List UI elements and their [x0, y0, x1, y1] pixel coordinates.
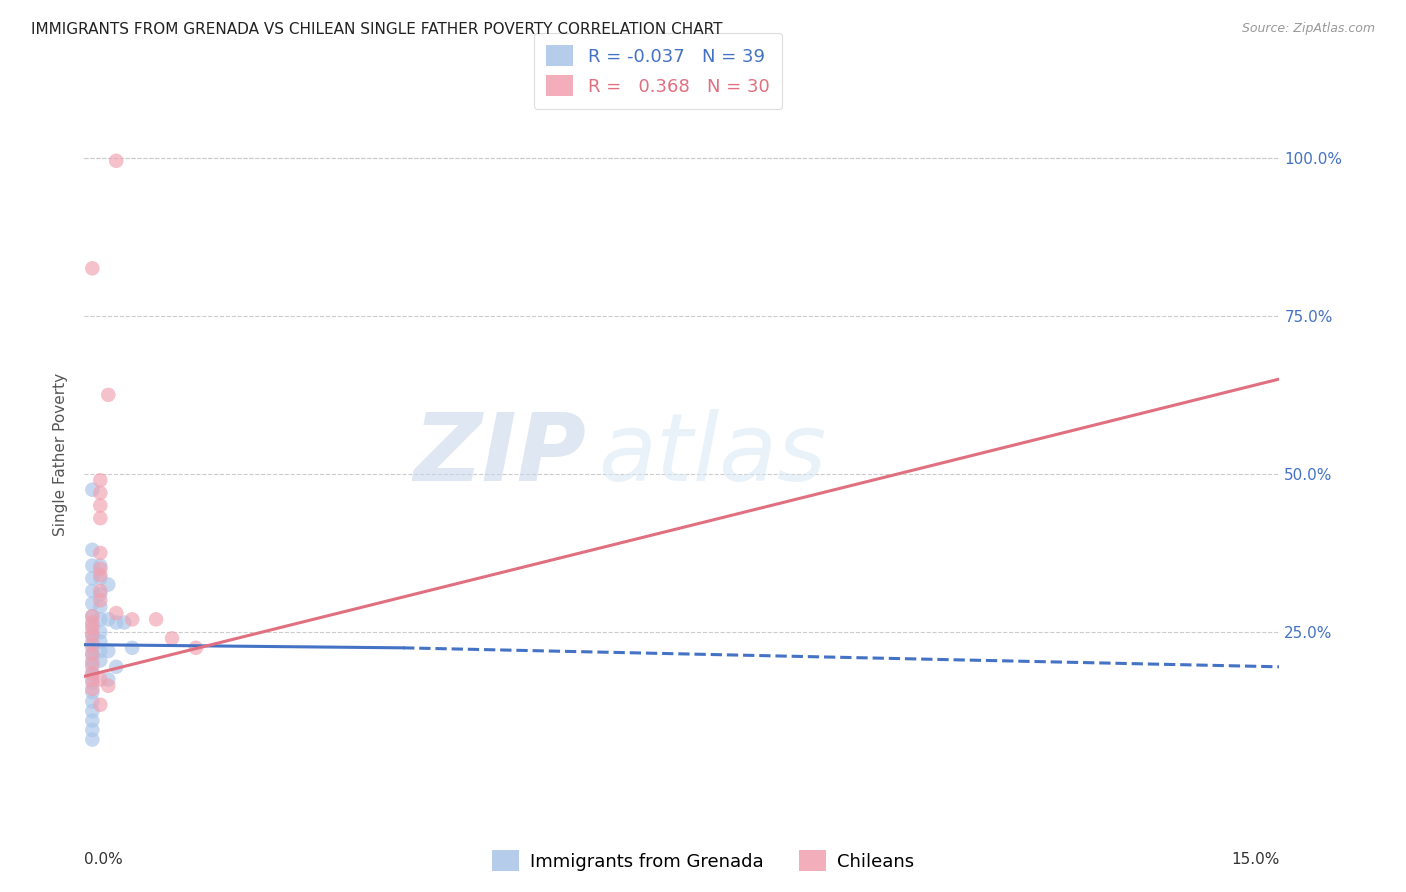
Point — [97, 679, 120, 693]
Point — [160, 632, 183, 646]
Point — [82, 628, 104, 642]
Point — [89, 486, 111, 500]
Point — [89, 644, 111, 658]
Point — [82, 597, 104, 611]
Point — [184, 640, 207, 655]
Point — [89, 568, 111, 582]
Text: IMMIGRANTS FROM GRENADA VS CHILEAN SINGLE FATHER POVERTY CORRELATION CHART: IMMIGRANTS FROM GRENADA VS CHILEAN SINGL… — [31, 22, 723, 37]
Legend: Immigrants from Grenada, Chileans: Immigrants from Grenada, Chileans — [485, 843, 921, 879]
Point — [82, 673, 104, 687]
Point — [82, 675, 104, 690]
Point — [105, 660, 128, 674]
Point — [82, 615, 104, 630]
Point — [82, 657, 104, 671]
Point — [82, 666, 104, 681]
Point — [82, 714, 104, 728]
Point — [82, 647, 104, 661]
Point — [97, 577, 120, 591]
Point — [105, 615, 128, 630]
Point — [89, 558, 111, 573]
Point — [89, 599, 111, 614]
Point — [82, 685, 104, 699]
Point — [82, 542, 104, 557]
Point — [82, 647, 104, 661]
Point — [89, 673, 111, 687]
Point — [89, 583, 111, 598]
Text: ZIP: ZIP — [413, 409, 586, 501]
Point — [97, 388, 120, 402]
Point — [82, 681, 104, 696]
Point — [89, 562, 111, 576]
Point — [97, 644, 120, 658]
Point — [82, 634, 104, 648]
Point — [89, 625, 111, 640]
Point — [82, 558, 104, 573]
Y-axis label: Single Father Poverty: Single Father Poverty — [53, 374, 69, 536]
Point — [82, 695, 104, 709]
Point — [97, 673, 120, 687]
Point — [82, 638, 104, 652]
Legend: R = -0.037   N = 39, R =   0.368   N = 30: R = -0.037 N = 39, R = 0.368 N = 30 — [534, 33, 782, 109]
Point — [82, 640, 104, 655]
Point — [82, 583, 104, 598]
Point — [82, 261, 104, 276]
Point — [82, 732, 104, 747]
Text: Source: ZipAtlas.com: Source: ZipAtlas.com — [1241, 22, 1375, 36]
Point — [89, 546, 111, 560]
Point — [82, 609, 104, 624]
Point — [82, 704, 104, 718]
Text: 0.0%: 0.0% — [84, 852, 124, 866]
Point — [97, 612, 120, 626]
Point — [82, 483, 104, 497]
Point — [82, 660, 104, 674]
Text: 15.0%: 15.0% — [1232, 852, 1279, 866]
Point — [82, 667, 104, 681]
Point — [89, 473, 111, 487]
Point — [89, 698, 111, 712]
Point — [145, 612, 167, 626]
Point — [105, 606, 128, 620]
Point — [82, 653, 104, 667]
Point — [89, 571, 111, 585]
Point — [82, 609, 104, 624]
Point — [89, 653, 111, 667]
Point — [82, 622, 104, 636]
Point — [112, 615, 135, 630]
Point — [89, 593, 111, 607]
Point — [89, 511, 111, 525]
Point — [89, 634, 111, 648]
Point — [105, 153, 128, 168]
Point — [82, 723, 104, 737]
Point — [89, 587, 111, 601]
Point — [89, 612, 111, 626]
Point — [89, 499, 111, 513]
Point — [82, 628, 104, 642]
Point — [82, 571, 104, 585]
Point — [121, 612, 143, 626]
Point — [82, 618, 104, 632]
Point — [121, 640, 143, 655]
Text: atlas: atlas — [599, 409, 827, 500]
